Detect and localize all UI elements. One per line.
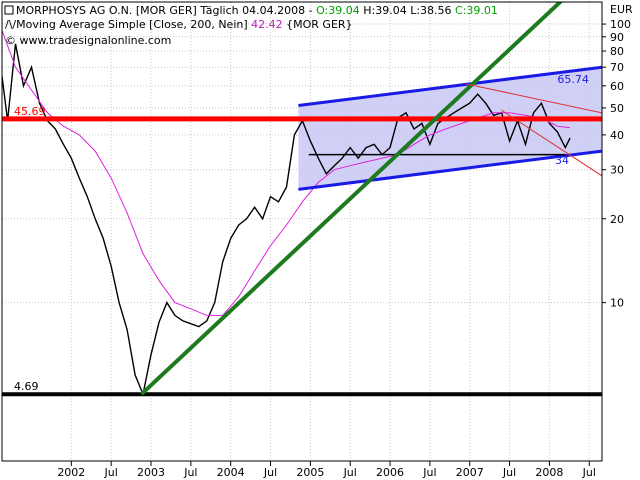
channel-upper-line <box>298 65 602 108</box>
y-tick-label: 50 <box>610 102 624 115</box>
price-legend-swatch <box>4 5 14 15</box>
close-value: C:39.01 <box>455 4 498 17</box>
y-tick-label: 10 <box>610 297 624 310</box>
y-axis-unit: EUR <box>610 3 633 16</box>
x-tick-label: 2006 <box>376 466 404 479</box>
y-tick-label: 60 <box>610 80 624 93</box>
x-tick-label: Jul <box>422 466 436 479</box>
x-tick-label: Jul <box>502 466 516 479</box>
x-tick-label: Jul <box>104 466 118 479</box>
period-label: Täglich <box>199 4 238 17</box>
x-tick-label: 2005 <box>296 466 324 479</box>
chart-legend: MORPHOSYS AG O.N. [MOR GER] Täglich 04.0… <box>4 4 498 47</box>
y-tick-label: 20 <box>610 213 624 226</box>
annotation-labels: 65.74 34 45.69 4.69 <box>14 73 589 393</box>
low-value: L:38.56 <box>410 4 451 17</box>
ma-legend-icon: /\/ <box>5 18 16 31</box>
down-trendline <box>501 109 602 177</box>
x-tick-label: Jul <box>183 466 197 479</box>
ma-value: 42.42 <box>251 18 283 31</box>
open-value: O:39.04 <box>316 4 360 17</box>
y-tick-label: 100 <box>610 18 631 31</box>
high-value: H:39.04 <box>363 4 406 17</box>
price-series-line <box>2 43 571 397</box>
x-tick-label: 2003 <box>137 466 165 479</box>
y-tick-label: 30 <box>610 164 624 177</box>
channel-lower-line <box>298 149 602 191</box>
annotation-lines <box>2 2 602 397</box>
source-credit: © www.tradesignalonline.com <box>5 34 171 47</box>
x-tick-label: 2008 <box>535 466 563 479</box>
y-tick-label: 40 <box>610 129 624 142</box>
instrument-name: MORPHOSYS AG O.N. [MOR GER] <box>16 4 197 17</box>
down-trendline <box>465 83 602 114</box>
x-tick-label: Jul <box>582 466 596 479</box>
x-tick-label: Jul <box>263 466 277 479</box>
channel-lower-label: 34 <box>555 154 569 167</box>
ohlc-separator: - <box>305 4 316 17</box>
resistance-label: 45.69 <box>14 105 46 118</box>
x-tick-label: 2004 <box>217 466 245 479</box>
long-term-trendline <box>140 2 564 396</box>
x-tick-label: Jul <box>343 466 357 479</box>
legend-header-line: MORPHOSYS AG O.N. [MOR GER] Täglich 04.0… <box>16 4 498 17</box>
channel-fill <box>298 67 602 190</box>
x-tick-label: 2007 <box>456 466 484 479</box>
ma-symbol: {MOR GER} <box>286 18 352 31</box>
y-tick-label: 80 <box>610 45 624 58</box>
ma-legend-line: /\/Moving Average Simple [Close, 200, Ne… <box>5 18 353 31</box>
plot-frame <box>1 1 603 462</box>
channel-upper-label: 65.74 <box>557 73 589 86</box>
ma-legend-label: Moving Average Simple [Close, 200, Nein] <box>16 18 248 31</box>
y-tick-label: 70 <box>610 61 624 74</box>
low-label: 4.69 <box>14 380 39 393</box>
x-tick-label: 2002 <box>57 466 85 479</box>
channel-layer <box>298 67 602 190</box>
date-label: 04.04.2008 <box>242 4 305 17</box>
y-tick-label: 90 <box>610 31 624 44</box>
